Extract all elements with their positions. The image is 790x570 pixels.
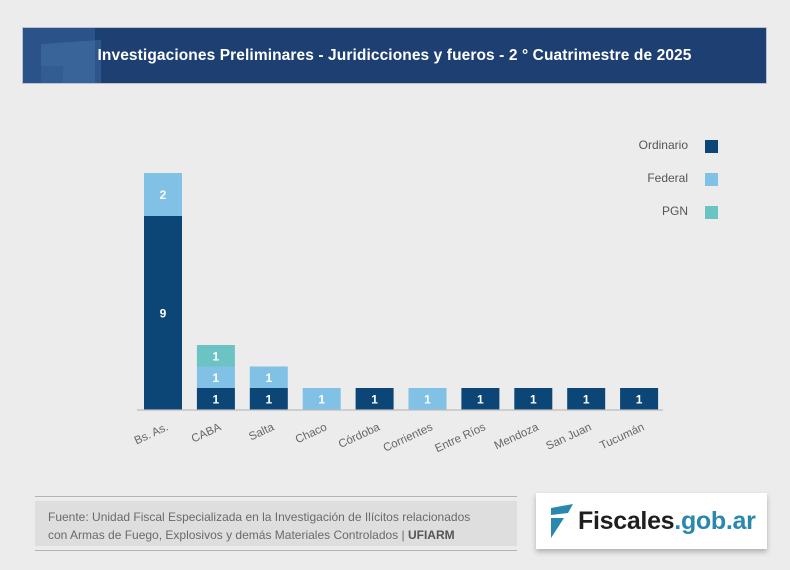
x-tick-label: Chaco [294,421,329,446]
bar-segment-ordinario [355,388,394,410]
legend-label-federal: Federal [647,171,688,185]
bar-value-label: 1 [213,371,220,385]
bar-segment-ordinario [144,216,182,410]
source-agency: UFIARM [407,528,455,542]
x-tick-label: CABA [190,421,224,445]
bar-segment-ordinario [514,388,553,410]
fiscales-logo[interactable]: Fiscales .gob.ar [536,493,767,549]
bar-value-label: 1 [318,392,325,406]
logo-text-domain: .gob.ar [674,506,756,535]
bar-segment-federal [408,388,447,410]
x-tick-label: Entre Ríos [433,421,488,455]
bar-segment-ordinario [620,388,659,410]
legend-swatch-federal [705,173,718,186]
x-tick-label: Bs. As. [133,421,171,447]
header-decoration [23,28,95,83]
legend-label-ordinario: Ordinario [639,138,689,152]
bar-value-label: 2 [160,188,167,202]
bar-segment-ordinario [461,388,500,410]
x-tick-label: San Juan [544,421,593,452]
bar-value-label: 1 [636,392,643,406]
bar-segment-federal [302,388,341,410]
header-decoration [23,66,63,83]
bar-segment-ordinario [249,388,288,410]
legend-swatch-pgn [705,206,718,219]
bar-value-label: 1 [265,392,272,406]
legend-swatch-ordinario [705,140,718,153]
bar-segment-pgn [196,345,235,367]
bar-segment-ordinario [567,388,606,410]
footer-divider-top [35,496,517,497]
bar-value-label: 1 [583,392,590,406]
bar-value-label: 9 [160,306,167,320]
chart-title: Investigaciones Preliminares - Juridicci… [97,46,692,64]
bar-segment-federal [196,366,235,388]
bar-segment-federal [144,173,182,216]
fiscales-f-icon [551,504,573,538]
source-line-2: con Armas de Fuego, Explosivos y demás M… [48,528,408,542]
bar-value-label: 1 [371,392,378,406]
x-tick-label: Mendoza [493,421,541,452]
legend-label-pgn: PGN [662,204,688,218]
x-tick-label: Salta [247,421,276,443]
x-tick-label: Corrientes [382,421,435,454]
bar-segment-ordinario [196,388,235,410]
bar-value-label: 1 [530,392,537,406]
bar-value-label: 1 [265,371,272,385]
source-line-1: Fuente: Unidad Fiscal Especializada en l… [48,510,471,524]
bar-value-label: 1 [213,349,220,363]
bar-segment-federal [249,366,288,388]
x-tick-label: Tucumán [598,421,646,452]
chart-header: Investigaciones Preliminares - Juridicci… [22,27,767,84]
logo-text-fiscales: Fiscales [578,506,675,535]
bar-value-label: 1 [213,392,220,406]
footer-divider-bottom [35,550,517,551]
bar-value-label: 1 [477,392,484,406]
x-tick-label: Córdoba [337,421,383,451]
bar-value-label: 1 [424,392,431,406]
source-note: Fuente: Unidad Fiscal Especializada en l… [35,501,517,546]
stacked-bar-chart: 9 2 Bs. As. 1 1 1 CABA 1 1 Salta 1 Chaco 1 Córdoba 1 Co… [133,138,718,455]
